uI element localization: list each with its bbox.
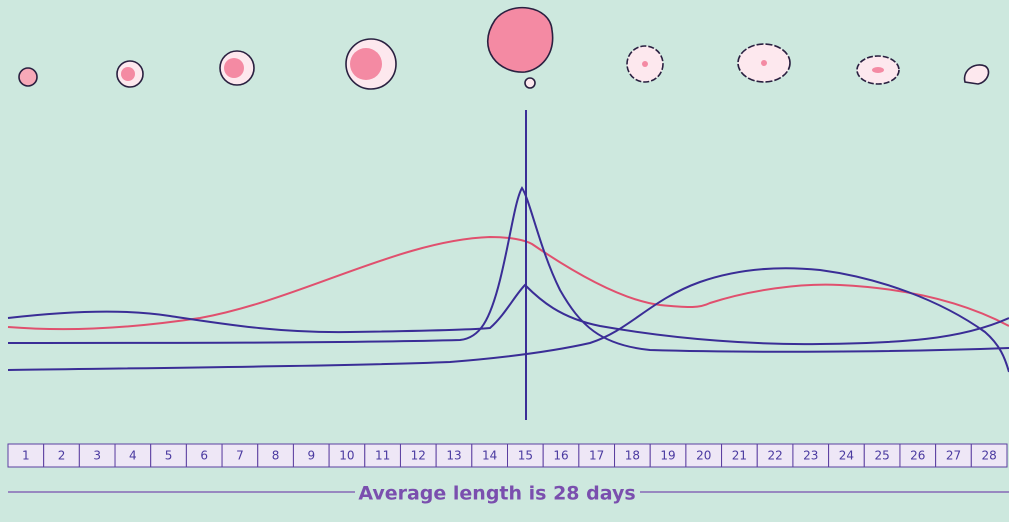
- day-label: 16: [553, 449, 568, 463]
- day-label: 12: [411, 449, 426, 463]
- day-label: 9: [307, 449, 315, 463]
- day-label: 19: [660, 449, 675, 463]
- blue-curve-peak: [7, 186, 1009, 353]
- day-label: 14: [482, 449, 497, 463]
- day-label: 27: [946, 449, 961, 463]
- day-label: 13: [446, 449, 461, 463]
- pink-curve: [7, 235, 1009, 331]
- follicle-icons: [18, 6, 990, 90]
- day-label: 7: [236, 449, 244, 463]
- day-label: 10: [339, 449, 354, 463]
- day-label: 17: [589, 449, 604, 463]
- day-label: 23: [803, 449, 818, 463]
- day-label: 24: [839, 449, 854, 463]
- day-label: 21: [732, 449, 747, 463]
- day-label: 11: [375, 449, 390, 463]
- day-box: [970, 443, 1008, 468]
- day-label: 22: [767, 449, 782, 463]
- day-label: 5: [165, 449, 173, 463]
- blue-curve-fsh: [7, 283, 1009, 346]
- day-label: 15: [518, 449, 533, 463]
- hormone-curves: [7, 110, 1009, 420]
- caption: Average length is 28 days: [358, 483, 635, 505]
- day-label: 3: [93, 449, 101, 463]
- day-label: 18: [625, 449, 640, 463]
- day-label: 25: [874, 449, 889, 463]
- day-label: 1: [22, 449, 30, 463]
- day-label: 4: [129, 449, 137, 463]
- day-label: 8: [272, 449, 280, 463]
- day-label: 26: [910, 449, 925, 463]
- day-label: 28: [982, 449, 997, 463]
- day-label: 20: [696, 449, 711, 463]
- day-label: 6: [200, 449, 208, 463]
- blue-curve-progesterone: [7, 267, 1009, 373]
- day-label: 2: [58, 449, 66, 463]
- day-strip: 1 2 3 4 5 6 7 8 9 10 11 12 13 14 15 16 17 18 19 20 21 22 23 24 2…: [7, 443, 1008, 468]
